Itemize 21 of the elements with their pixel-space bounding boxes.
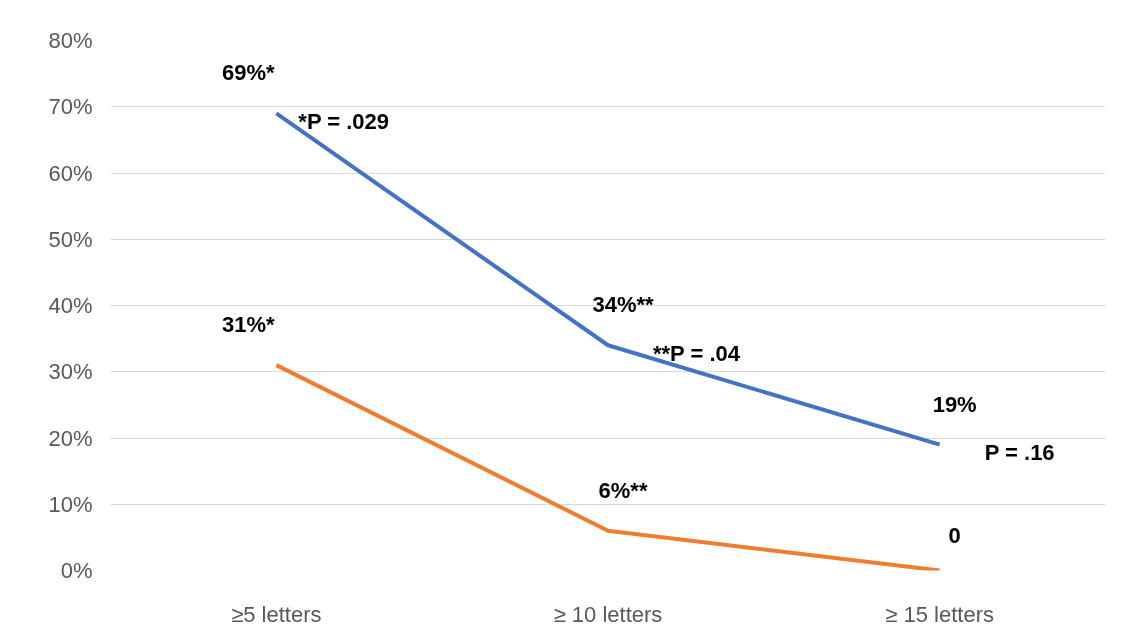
y-tick-label: 70% [48, 94, 93, 120]
y-tick-label: 0% [60, 558, 93, 583]
y-tick-label: 50% [48, 226, 93, 252]
x-tick-label: ≥ 15 letters [885, 601, 995, 627]
y-tick-label: 30% [48, 359, 93, 385]
data-label: 69%* [222, 60, 276, 86]
data-label: 34%** [592, 292, 655, 318]
y-tick-label: 10% [48, 491, 93, 517]
data-label: 0 [948, 522, 961, 548]
annotation: P = .16 [984, 440, 1055, 466]
x-tick-label: ≥5 letters [231, 601, 322, 627]
x-tick-label: ≥ 10 letters [553, 601, 663, 627]
y-tick-label: 20% [48, 425, 93, 451]
data-label: 31%* [222, 312, 276, 338]
annotation: **P = .04 [653, 340, 741, 366]
data-label: 6%** [598, 477, 648, 503]
data-label: 19% [932, 391, 977, 417]
y-tick-label: 80% [48, 28, 93, 53]
annotation: *P = .029 [298, 108, 390, 134]
y-tick-label: 60% [48, 160, 93, 186]
y-tick-label: 40% [48, 293, 93, 318]
